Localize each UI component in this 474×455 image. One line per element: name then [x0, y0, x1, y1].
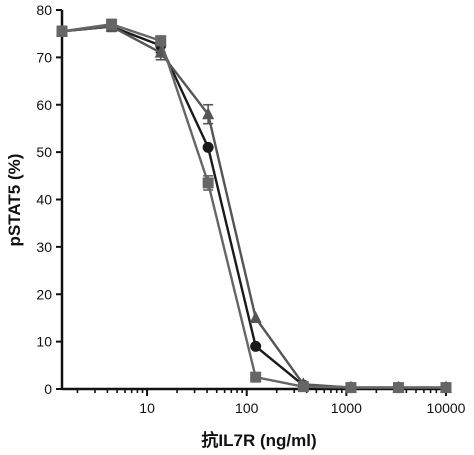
data-point-square: [155, 35, 167, 47]
data-point-circle: [250, 340, 262, 352]
data-point-square: [392, 382, 404, 394]
data-point-square: [250, 371, 262, 383]
data-point-circle: [202, 141, 214, 153]
y-tick-label: 80: [36, 2, 52, 18]
y-tick-label: 30: [36, 239, 52, 255]
series-line: [61, 22, 446, 389]
y-tick-label: 40: [36, 192, 52, 208]
data-point-triangle: [154, 45, 167, 58]
y-tick-label: 10: [36, 334, 52, 350]
y-tick-label: 70: [36, 49, 52, 65]
series-line: [61, 25, 446, 389]
data-point-square: [106, 18, 118, 30]
y-tick-label: 60: [36, 97, 52, 113]
data-point-square: [56, 25, 68, 37]
y-tick-label: 20: [36, 286, 52, 302]
data-point-square: [345, 382, 357, 394]
y-tick-label: 0: [44, 381, 52, 397]
data-point-square: [440, 382, 452, 394]
x-tick-label: 10000: [427, 400, 466, 416]
x-tick-label: 100: [235, 400, 259, 416]
series-square: [56, 18, 452, 394]
x-axis-title: 抗IL7R (ng/ml): [201, 430, 316, 450]
data-point-square: [297, 381, 309, 393]
series-line: [61, 25, 446, 389]
y-axis-title: pSTAT5 (%): [5, 154, 24, 247]
x-tick-label: 1000: [331, 400, 362, 416]
data-point-triangle: [249, 310, 262, 323]
series-circle: [56, 21, 452, 394]
x-tick-label: 10: [139, 400, 155, 416]
series-layer: [56, 18, 452, 394]
data-point-triangle: [202, 107, 215, 120]
axes: 0 10 20 30 40 50 60 70 80 10 100 1000 10000: [36, 2, 465, 416]
y-tick-label: 50: [36, 144, 52, 160]
data-point-square: [202, 177, 214, 189]
